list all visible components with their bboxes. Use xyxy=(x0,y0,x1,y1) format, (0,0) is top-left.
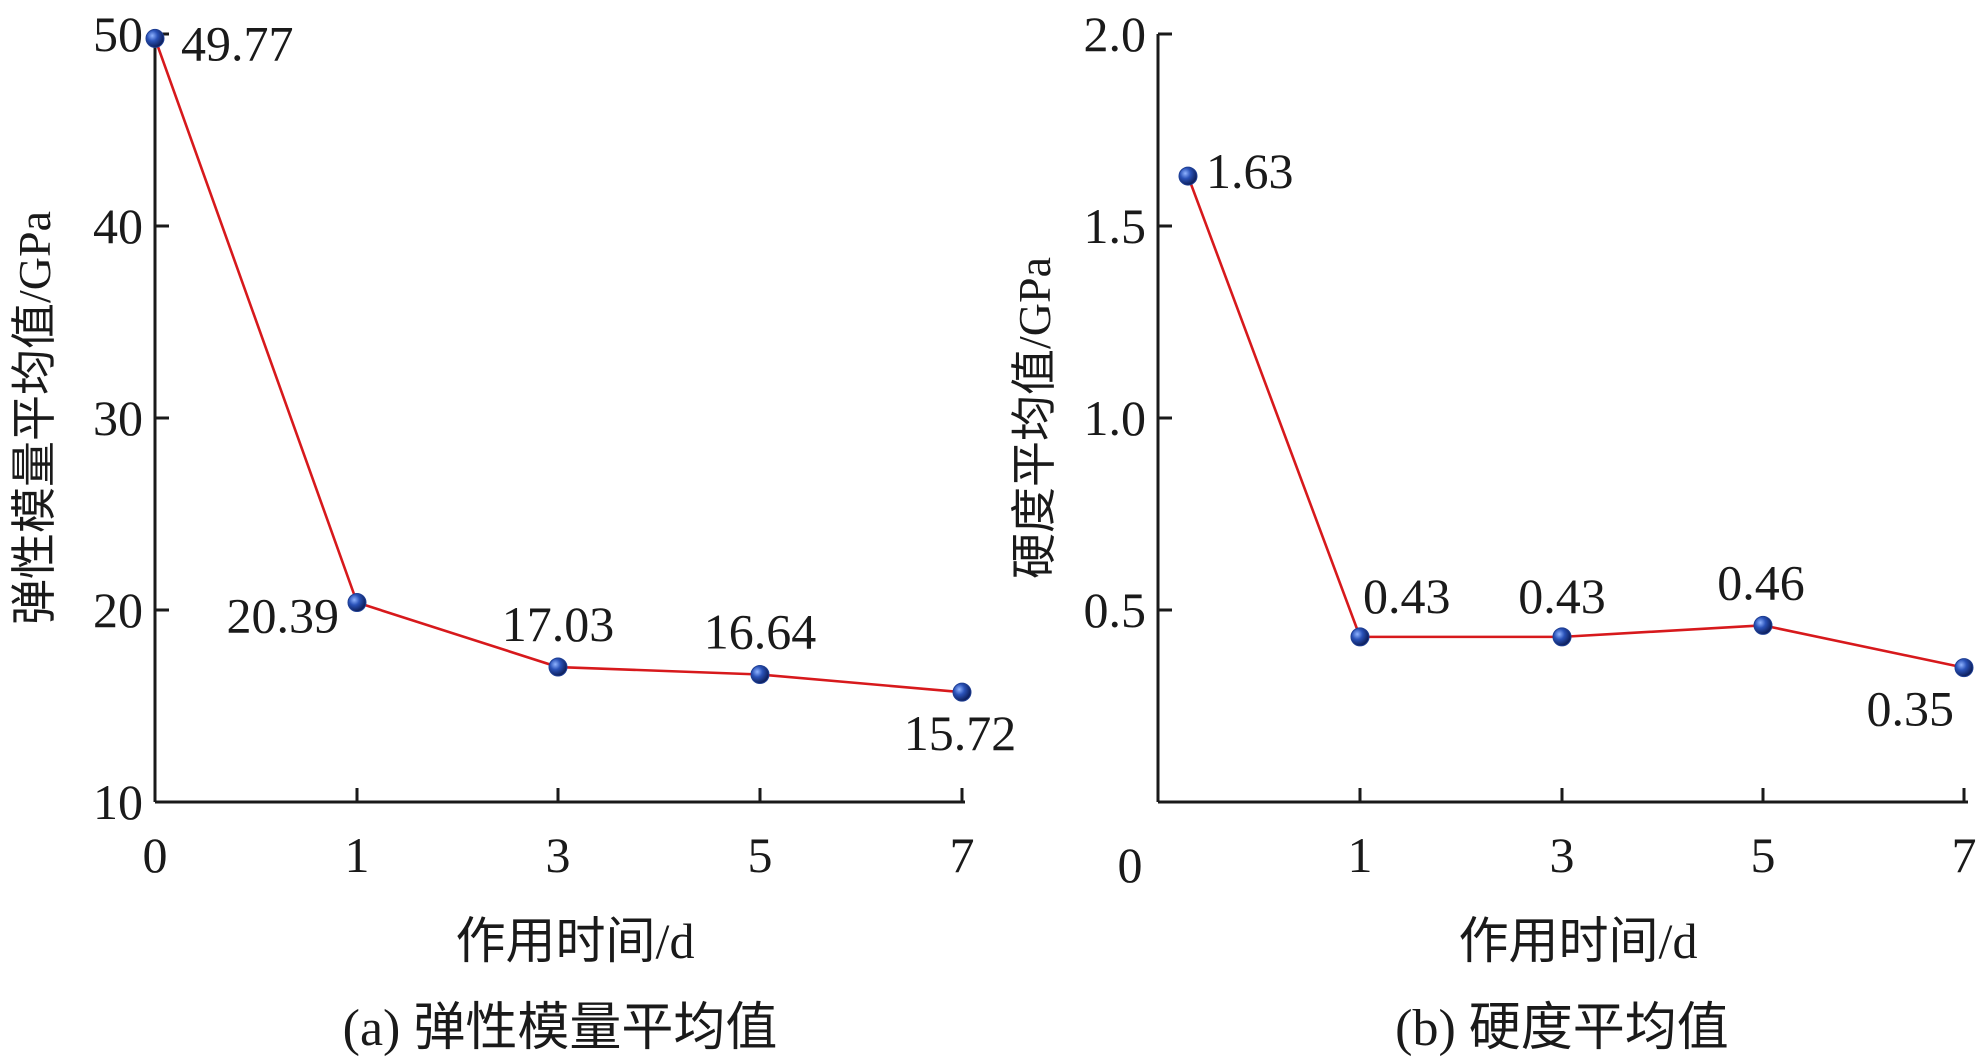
caption-a: (a) 弹性模量平均值 xyxy=(343,1000,778,1057)
x-ticks-b: 0 1 3 5 7 xyxy=(1118,788,1977,893)
x-tick-label: 7 xyxy=(1952,827,1977,883)
x-tick-label: 7 xyxy=(950,827,975,883)
y-axis-title-a: 弹性模量平均值/GPa xyxy=(9,211,60,625)
data-point-marker xyxy=(1954,658,1974,678)
x-tick-label: 5 xyxy=(748,827,773,883)
x-tick-label: 1 xyxy=(345,827,370,883)
data-label: 0.46 xyxy=(1717,554,1805,610)
data-point-marker xyxy=(1350,627,1370,647)
data-label: 17.03 xyxy=(502,596,615,652)
y-tick-label: 0.5 xyxy=(1084,582,1147,638)
data-point-marker xyxy=(1552,627,1572,647)
y-tick-label: 50 xyxy=(93,6,143,62)
data-point-marker xyxy=(952,682,972,702)
data-point-marker xyxy=(347,593,367,613)
x-axis-title-b: 作用时间/d xyxy=(1459,913,1698,969)
y-axis-title-b: 硬度平均值/GPa xyxy=(1009,257,1060,579)
y-ticks-b: 0.5 1.0 1.5 2.0 xyxy=(1084,6,1172,638)
y-tick-label: 40 xyxy=(93,198,143,254)
data-label: 1.63 xyxy=(1206,143,1294,199)
y-tick-label: 30 xyxy=(93,390,143,446)
axes-a xyxy=(153,34,965,804)
data-label: 49.77 xyxy=(181,15,294,71)
data-labels-b: 1.63 0.43 0.43 0.46 0.35 xyxy=(1206,143,1954,737)
data-label: 15.72 xyxy=(904,705,1017,761)
x-tick-label: 0 xyxy=(1118,837,1143,893)
x-tick-label: 5 xyxy=(1751,827,1776,883)
markers-a xyxy=(145,28,972,702)
data-label: 0.43 xyxy=(1363,568,1451,624)
x-tick-label: 3 xyxy=(546,827,571,883)
y-tick-label: 20 xyxy=(93,582,143,638)
y-tick-label: 10 xyxy=(93,774,143,830)
markers-b xyxy=(1178,166,1974,678)
data-label: 0.35 xyxy=(1867,681,1955,737)
data-point-marker xyxy=(750,665,770,685)
x-tick-label: 3 xyxy=(1550,827,1575,883)
caption-b: (b) 硬度平均值 xyxy=(1395,1000,1729,1057)
data-point-marker xyxy=(1753,615,1773,635)
y-tick-label: 1.5 xyxy=(1084,198,1147,254)
x-tick-label: 1 xyxy=(1348,827,1373,883)
data-label: 20.39 xyxy=(227,588,340,644)
data-point-marker xyxy=(548,657,568,677)
data-label: 16.64 xyxy=(704,604,817,660)
data-labels-a: 49.77 20.39 17.03 16.64 15.72 xyxy=(181,15,1016,761)
data-label: 0.43 xyxy=(1518,568,1606,624)
x-axis-title-a: 作用时间/d xyxy=(456,913,695,969)
data-point-marker xyxy=(145,28,165,48)
x-ticks-a: 0 1 3 5 7 xyxy=(143,788,975,883)
data-point-marker xyxy=(1178,166,1198,186)
y-tick-label: 1.0 xyxy=(1084,390,1147,446)
y-ticks-a: 10 20 30 40 50 xyxy=(93,6,169,830)
chart-panel-elastic-modulus: 10 20 30 40 50 0 1 3 5 7 49.77 20.39 17.03 16.64 15.… xyxy=(9,6,1016,1057)
y-tick-label: 2.0 xyxy=(1084,6,1147,62)
x-tick-label: 0 xyxy=(143,827,168,883)
